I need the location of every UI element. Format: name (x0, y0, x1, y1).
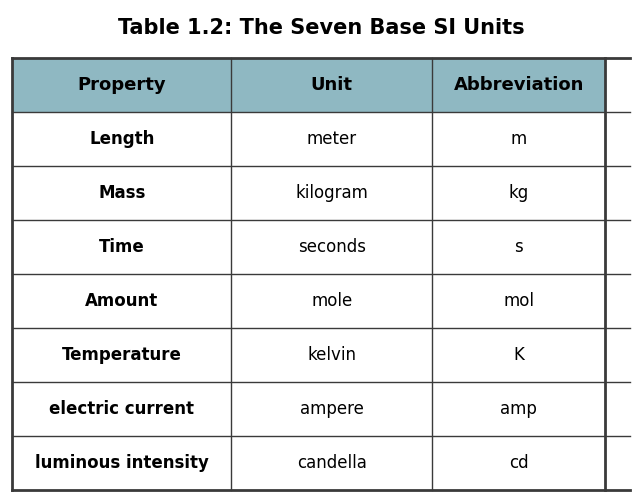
Text: seconds: seconds (298, 238, 366, 256)
Text: kg: kg (509, 184, 529, 202)
Text: Unit: Unit (311, 76, 353, 94)
Text: mole: mole (311, 292, 352, 310)
Bar (231, 382, 432, 436)
Text: m: m (511, 130, 527, 148)
Text: mol: mol (503, 292, 534, 310)
Text: kilogram: kilogram (295, 184, 368, 202)
Text: candella: candella (297, 454, 367, 472)
Text: luminous intensity: luminous intensity (35, 454, 208, 472)
Text: K: K (513, 346, 524, 364)
Bar (12, 382, 231, 436)
Bar (12, 112, 231, 166)
Bar (12, 274, 231, 328)
Bar (231, 274, 432, 328)
Bar (231, 328, 432, 382)
Bar (432, 112, 605, 166)
Text: Time: Time (99, 238, 145, 256)
Bar (12, 58, 231, 112)
Bar (231, 220, 432, 274)
Bar (12, 220, 231, 274)
Bar (432, 58, 605, 112)
Bar (432, 328, 605, 382)
Text: Amount: Amount (85, 292, 158, 310)
Text: meter: meter (307, 130, 357, 148)
Text: Table 1.2: The Seven Base SI Units: Table 1.2: The Seven Base SI Units (118, 18, 525, 38)
Text: electric current: electric current (50, 400, 194, 418)
Bar (231, 58, 432, 112)
Bar (231, 166, 432, 220)
Text: kelvin: kelvin (307, 346, 356, 364)
Bar (432, 166, 605, 220)
Text: Length: Length (89, 130, 154, 148)
Text: Abbreviation: Abbreviation (453, 76, 584, 94)
Bar (231, 436, 432, 490)
Bar (12, 436, 231, 490)
Text: s: s (514, 238, 523, 256)
Text: ampere: ampere (300, 400, 364, 418)
Bar (12, 166, 231, 220)
Text: Temperature: Temperature (62, 346, 181, 364)
Text: amp: amp (500, 400, 537, 418)
Bar (432, 382, 605, 436)
Bar (231, 112, 432, 166)
Text: Mass: Mass (98, 184, 145, 202)
Bar (12, 328, 231, 382)
Text: cd: cd (509, 454, 529, 472)
Bar (432, 274, 605, 328)
Text: Property: Property (77, 76, 166, 94)
Bar (432, 436, 605, 490)
Bar (432, 220, 605, 274)
